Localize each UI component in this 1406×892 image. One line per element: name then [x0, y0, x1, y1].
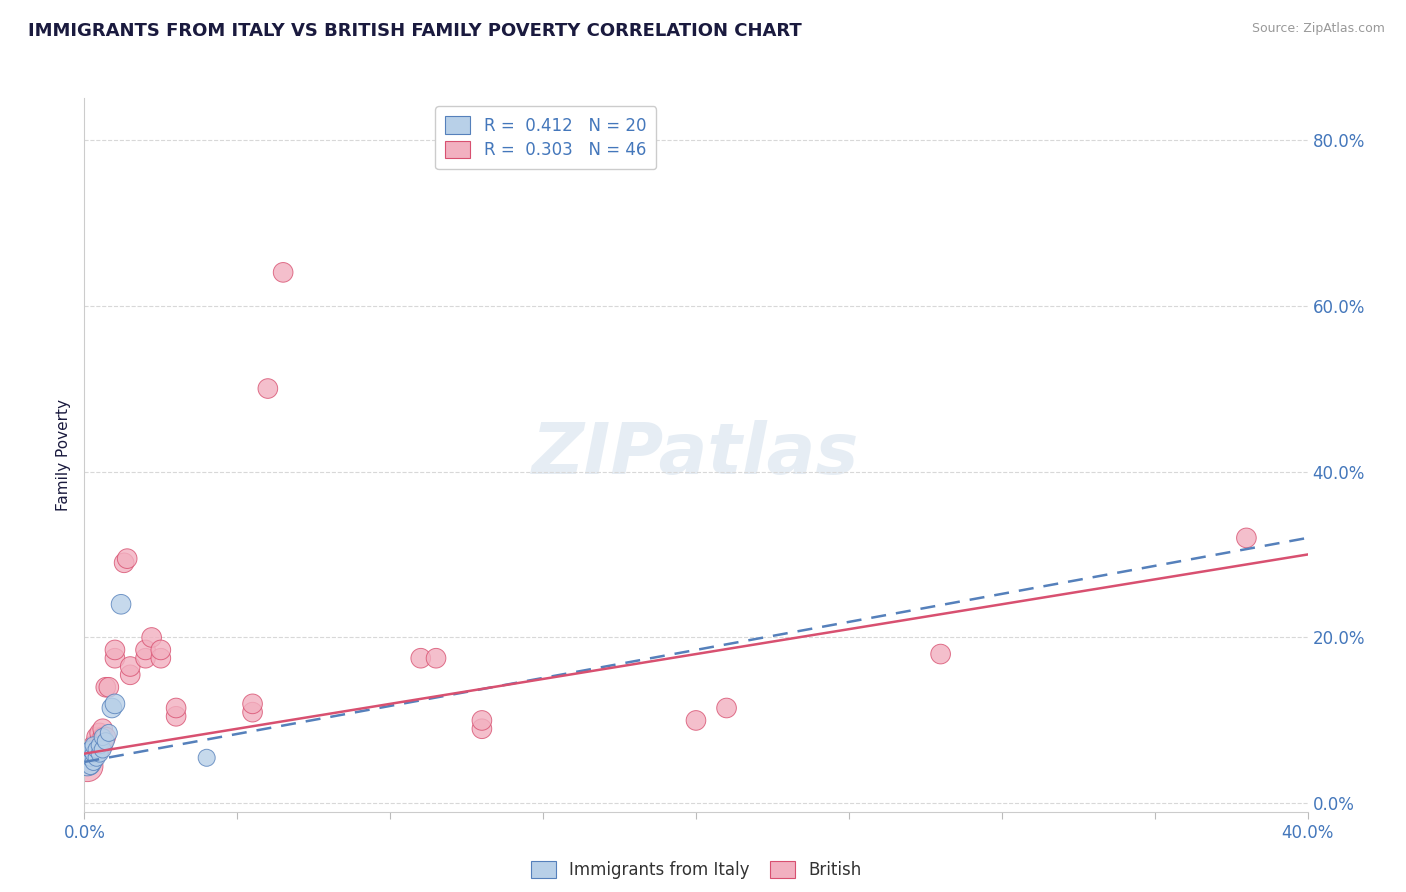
Text: Source: ZipAtlas.com: Source: ZipAtlas.com — [1251, 22, 1385, 36]
Point — [425, 651, 447, 665]
Point — [242, 705, 264, 719]
Y-axis label: Family Poverty: Family Poverty — [56, 399, 72, 511]
Point — [94, 734, 117, 748]
Point — [110, 597, 132, 611]
Point — [471, 714, 494, 728]
Point — [104, 697, 127, 711]
Point — [83, 739, 105, 753]
Point — [91, 742, 114, 756]
Legend: Immigrants from Italy, British: Immigrants from Italy, British — [524, 854, 868, 886]
Point — [135, 651, 157, 665]
Point — [89, 747, 111, 761]
Point — [86, 747, 108, 761]
Point — [97, 726, 120, 740]
Point — [79, 751, 101, 765]
Point — [89, 739, 111, 753]
Point — [86, 751, 108, 765]
Point — [89, 742, 111, 756]
Point — [716, 701, 738, 715]
Point — [471, 722, 494, 736]
Point — [149, 651, 172, 665]
Point — [685, 714, 707, 728]
Point — [79, 742, 101, 756]
Point — [91, 730, 114, 744]
Point — [76, 755, 98, 769]
Point — [112, 556, 135, 570]
Point — [242, 697, 264, 711]
Point — [104, 651, 127, 665]
Point — [149, 643, 172, 657]
Point — [89, 734, 111, 748]
Point — [83, 751, 105, 765]
Point — [195, 751, 218, 765]
Point — [271, 265, 294, 279]
Point — [76, 747, 98, 761]
Point — [104, 643, 127, 657]
Point — [257, 382, 280, 396]
Point — [120, 668, 142, 682]
Point — [86, 742, 108, 756]
Point — [1236, 531, 1258, 545]
Point — [76, 751, 98, 765]
Text: IMMIGRANTS FROM ITALY VS BRITISH FAMILY POVERTY CORRELATION CHART: IMMIGRANTS FROM ITALY VS BRITISH FAMILY … — [28, 22, 801, 40]
Point — [94, 680, 117, 694]
Point — [91, 730, 114, 744]
Point — [83, 747, 105, 761]
Point — [86, 730, 108, 744]
Point — [79, 747, 101, 761]
Point — [91, 722, 114, 736]
Point — [79, 755, 101, 769]
Point — [79, 759, 101, 773]
Point — [409, 651, 432, 665]
Point — [101, 701, 124, 715]
Point — [76, 759, 98, 773]
Point — [76, 747, 98, 761]
Point — [120, 659, 142, 673]
Point — [141, 631, 163, 645]
Point — [83, 739, 105, 753]
Text: ZIPatlas: ZIPatlas — [533, 420, 859, 490]
Point — [929, 647, 952, 661]
Point — [97, 680, 120, 694]
Point — [165, 701, 187, 715]
Point — [94, 730, 117, 744]
Point — [86, 739, 108, 753]
Point — [165, 709, 187, 723]
Point — [83, 755, 105, 769]
Point — [79, 742, 101, 756]
Point — [89, 726, 111, 740]
Point — [83, 742, 105, 756]
Point — [135, 643, 157, 657]
Point — [91, 739, 114, 753]
Point — [115, 551, 138, 566]
